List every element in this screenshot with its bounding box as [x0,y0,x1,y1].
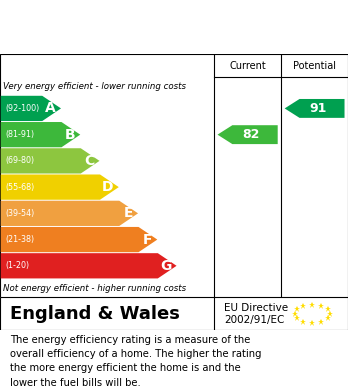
Text: England & Wales: England & Wales [10,305,180,323]
Text: 82: 82 [243,128,260,141]
Polygon shape [218,125,278,144]
Text: F: F [143,233,152,247]
Text: (55-68): (55-68) [5,183,34,192]
Polygon shape [1,174,119,200]
Polygon shape [285,99,345,118]
Text: 91: 91 [310,102,327,115]
Polygon shape [1,227,157,252]
Text: Very energy efficient - lower running costs: Very energy efficient - lower running co… [3,82,187,91]
Text: The energy efficiency rating is a measure of the
overall efficiency of a home. T: The energy efficiency rating is a measur… [10,335,262,388]
Text: EU Directive
2002/91/EC: EU Directive 2002/91/EC [224,303,288,325]
Text: (21-38): (21-38) [5,235,34,244]
Text: (39-54): (39-54) [5,209,34,218]
Polygon shape [1,253,176,278]
Text: (1-20): (1-20) [5,261,29,270]
Text: (92-100): (92-100) [5,104,39,113]
Text: Not energy efficient - higher running costs: Not energy efficient - higher running co… [3,284,187,293]
Text: C: C [84,154,94,168]
Text: B: B [64,127,75,142]
Text: E: E [123,206,133,221]
Text: G: G [160,259,171,273]
Text: Current: Current [229,61,266,70]
Text: (69-80): (69-80) [5,156,34,165]
Text: Potential: Potential [293,61,336,70]
Text: (81-91): (81-91) [5,130,34,139]
Polygon shape [1,122,80,147]
Text: A: A [45,101,56,115]
Text: D: D [102,180,113,194]
Text: Energy Efficiency Rating: Energy Efficiency Rating [10,19,239,37]
Polygon shape [1,96,61,121]
Polygon shape [1,148,100,174]
Polygon shape [1,201,138,226]
